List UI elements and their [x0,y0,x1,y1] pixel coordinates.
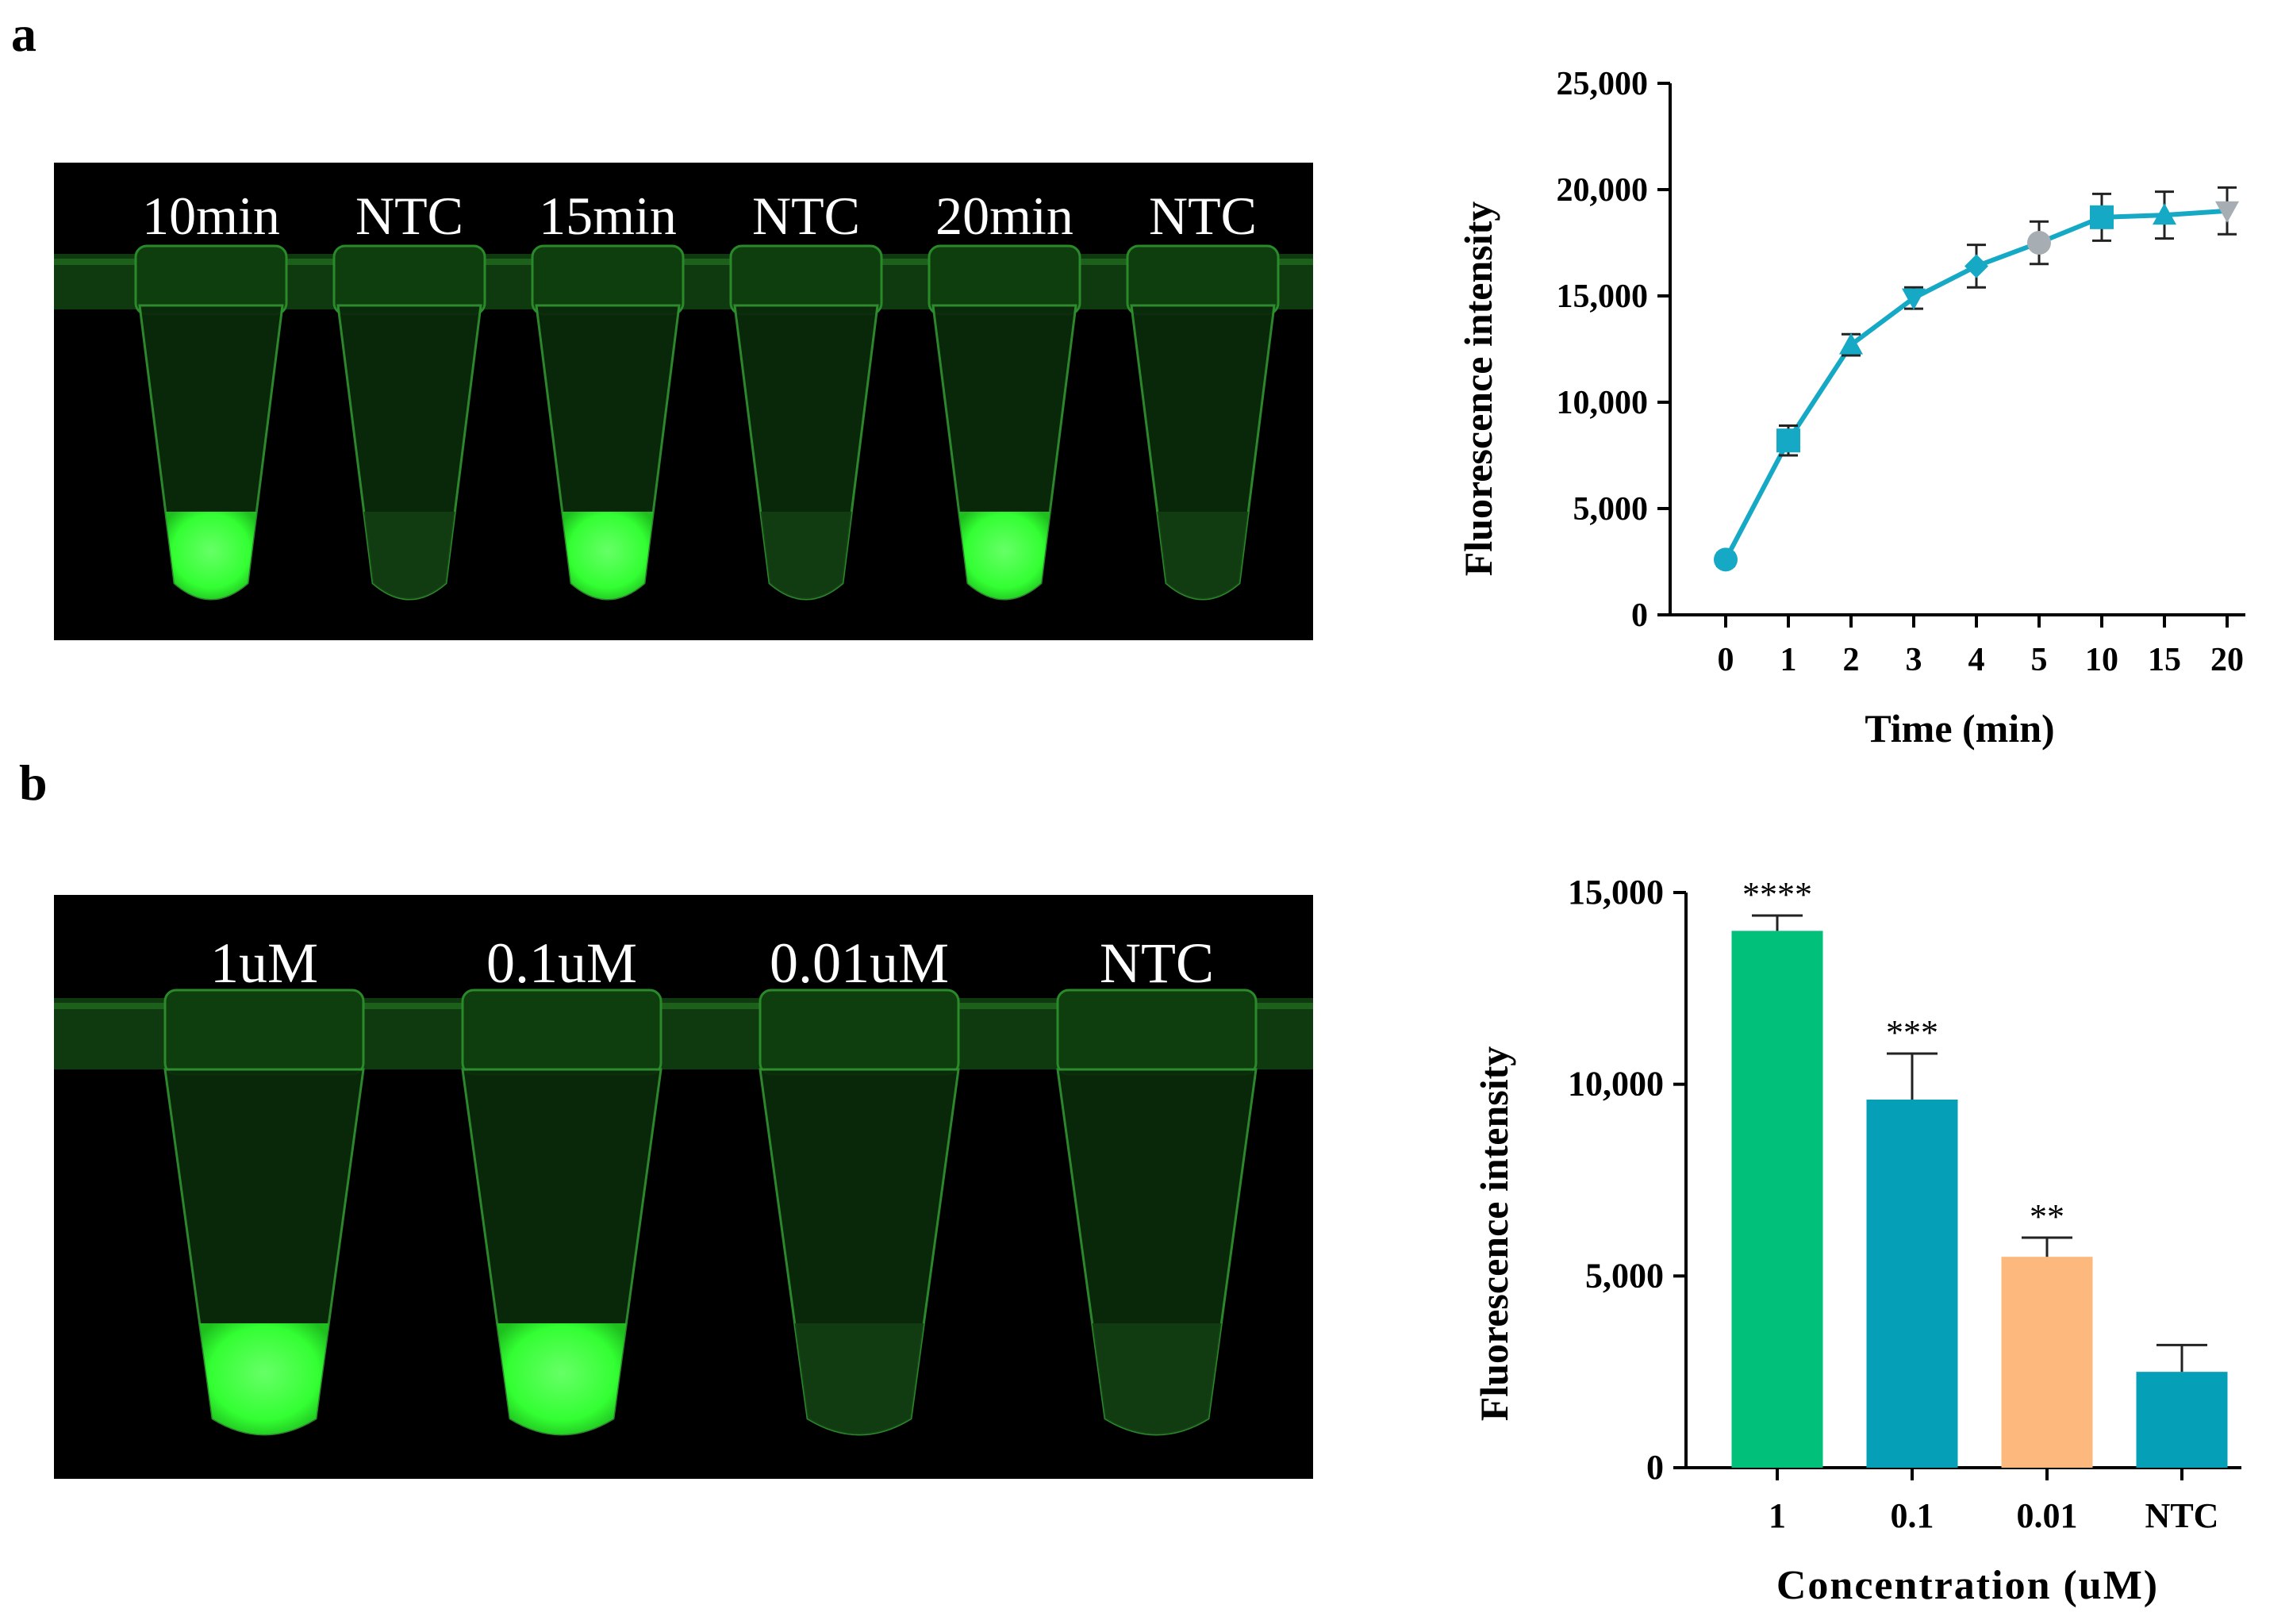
x-tick-label: 3 [1906,642,1922,678]
tube-label: NTC [355,186,463,246]
x-tick-label: 5 [2031,642,2048,678]
y-tick-label: 5,000 [1573,491,1649,528]
tube [134,244,288,601]
tube-label: NTC [1149,186,1257,246]
liquid [1092,1323,1222,1434]
x-tick-label: 2 [1843,642,1860,678]
y-tick-label: 10,000 [1557,385,1649,421]
x-tick-label: NTC [2145,1496,2219,1535]
fluorescent-liquid [199,1323,329,1434]
tube-label: 1uM [210,931,318,995]
time-course-line-chart: 0 5,000 10,000 15,000 20,000 25,000 0 1 2 3 4 5 10 15… [1456,66,2245,751]
error-bar [2022,1236,2072,1257]
fluorescent-liquid [562,512,654,599]
tube [759,989,960,1436]
y-axis-title: Fluorescence intensity [1472,1046,1516,1422]
tube [1056,989,1258,1436]
bar-ntc [2136,1372,2228,1468]
tube-label: NTC [1100,931,1214,995]
data-point [2027,231,2051,255]
tube [1126,244,1280,601]
data-point [2090,205,2114,229]
error-bar [1752,914,1803,931]
tube-label: 10min [142,186,280,246]
x-tick-label: 0.01 [2017,1496,2078,1535]
y-axis-title: Fluorescence intensity [1456,202,1500,577]
liquid [1157,512,1249,599]
data-point [1776,428,1800,453]
bar-1 [1731,931,1823,1468]
y-tick-label: 20,000 [1557,172,1649,209]
x-tick-label: 20 [2210,642,2244,678]
y-tick-label: 0 [1631,597,1648,634]
error-bar [1887,1052,1938,1100]
error-bar [2156,1343,2207,1373]
panel-label-b: b [19,754,48,811]
data-point [1964,254,1988,278]
x-tick-label: 10 [2085,642,2118,678]
y-tick-label: 10,000 [1568,1065,1664,1104]
tube-label: 0.1uM [486,931,637,995]
tube [332,244,486,601]
fluorescent-liquid [958,512,1050,599]
tube-photo-a-drawing: 10min NTC 15min NTC 20min NTC [54,186,1313,601]
significance-label: *** [1886,1013,1938,1052]
x-tick-label: 0.1 [1891,1496,1934,1535]
y-tick-label: 5,000 [1585,1256,1664,1295]
y-tick-label: 15,000 [1557,278,1649,315]
liquid [760,512,852,599]
tube [928,244,1081,601]
x-axis-title: Time (min) [1865,706,2054,751]
bar-0.1 [1866,1100,1958,1468]
liquid [363,512,455,599]
x-axis-title: Concentration (uM) [1776,1563,2159,1608]
tube [729,244,883,601]
significance-label: **** [1742,875,1812,914]
tube-photo-a: 10min NTC 15min NTC 20min NTC [54,163,1313,640]
tube-label: 15min [539,186,677,246]
y-tick-label: 25,000 [1557,66,1649,102]
tube-label: 0.01uM [770,931,949,995]
x-tick-label: 1 [1780,642,1797,678]
data-point [2153,203,2176,225]
data-point [1714,547,1738,572]
tube [461,989,663,1436]
data-point [2215,201,2239,223]
tube [531,244,685,601]
data-point [1902,288,1926,310]
significance-label: ** [2030,1197,2064,1236]
panel-label-a: a [11,6,36,62]
x-tick-label: 1 [1769,1496,1786,1535]
fluorescent-liquid [165,512,257,599]
x-tick-label: 4 [1968,642,1985,678]
x-tick-label: 15 [2148,642,2181,678]
x-tick-label: 0 [1718,642,1734,678]
y-tick-label: 15,000 [1568,873,1664,912]
tube-photo-b: 1uM 0.1uM 0.01uM NTC [54,895,1313,1479]
fluorescent-liquid [497,1323,627,1434]
tube [163,989,365,1436]
tube-label: 20min [935,186,1073,246]
bar-0.01 [2001,1257,2093,1468]
liquid [794,1323,924,1434]
tube-label: NTC [752,186,860,246]
y-tick-label: 0 [1646,1448,1664,1487]
data-point [1839,332,1863,355]
tube-photo-b-drawing: 1uM 0.1uM 0.01uM NTC [54,931,1313,1436]
